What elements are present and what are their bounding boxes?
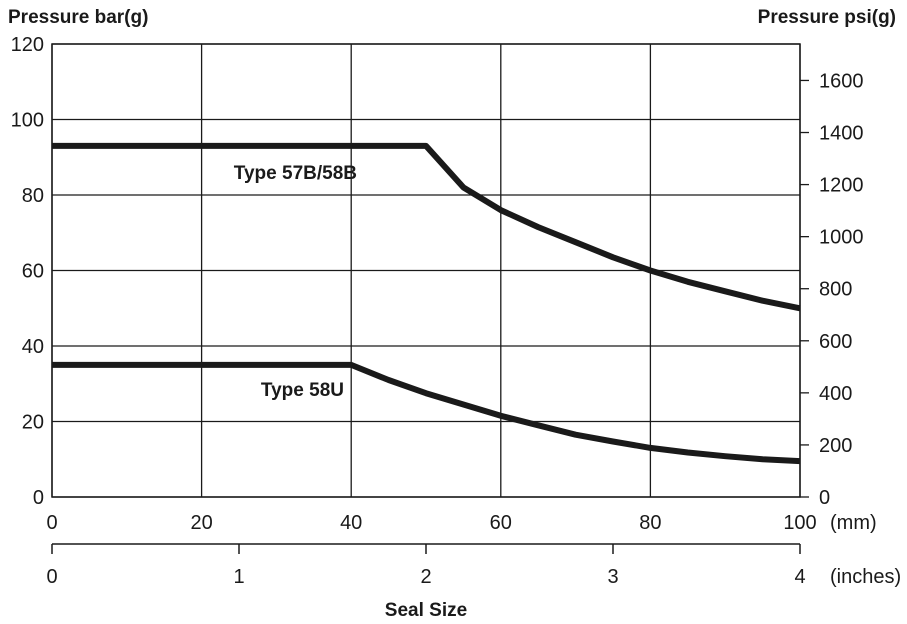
- grid: [51, 43, 801, 498]
- y-tick-label-bar: 20: [22, 412, 44, 434]
- series-line-type-58u: [52, 361, 801, 465]
- y-tick-label-psi: 200: [819, 435, 852, 457]
- y-tick-label-bar: 40: [22, 336, 44, 358]
- y-tick-label-psi: 1600: [819, 70, 864, 92]
- right-axis-title: Pressure psi(g): [758, 7, 896, 28]
- series-label-type-58u: Type 58U: [261, 380, 344, 401]
- y-tick-label-psi: 400: [819, 383, 852, 405]
- left-axis-title: Pressure bar(g): [8, 7, 148, 28]
- x-unit-inches-label: (inches): [830, 566, 901, 588]
- y-tick-label-bar: 0: [33, 487, 44, 509]
- y-tick-label-psi: 0: [819, 487, 830, 509]
- y-tick-label-bar: 60: [22, 261, 44, 283]
- y-tick-label-psi: 1400: [819, 123, 864, 145]
- x-tick-label-inch: 0: [46, 566, 57, 588]
- y-tick-label-bar: 100: [11, 110, 44, 132]
- x-tick-label-inch: 3: [607, 566, 618, 588]
- plot-frame: [51, 43, 801, 498]
- series-line-type-57b-58b: [52, 142, 801, 312]
- y-tick-label-psi: 1000: [819, 227, 864, 249]
- x-tick-label-inch: 4: [794, 566, 805, 588]
- series-lines: [52, 142, 801, 465]
- y-tick-label-bar: 120: [11, 34, 44, 56]
- x-unit-mm-label: (mm): [830, 512, 877, 534]
- x-tick-label-inch: 1: [233, 566, 244, 588]
- y-tick-label-psi: 600: [819, 331, 852, 353]
- x-tick-label-mm: 0: [46, 512, 57, 534]
- x-tick-label-mm: 40: [340, 512, 362, 534]
- y-tick-label-bar: 80: [22, 185, 44, 207]
- y-tick-label-psi: 800: [819, 279, 852, 301]
- x-tick-label-inch: 2: [420, 566, 431, 588]
- x-tick-label-mm: 80: [639, 512, 661, 534]
- series-label-type-57b-58b: Type 57B/58B: [234, 163, 357, 184]
- x-tick-label-mm: 60: [490, 512, 512, 534]
- axes: 0204060801001200200400600800100012001400…: [11, 34, 864, 588]
- x-axis-title: Seal Size: [385, 600, 467, 621]
- y-tick-label-psi: 1200: [819, 175, 864, 197]
- x-tick-label-mm: 100: [783, 512, 816, 534]
- x-tick-label-mm: 20: [190, 512, 212, 534]
